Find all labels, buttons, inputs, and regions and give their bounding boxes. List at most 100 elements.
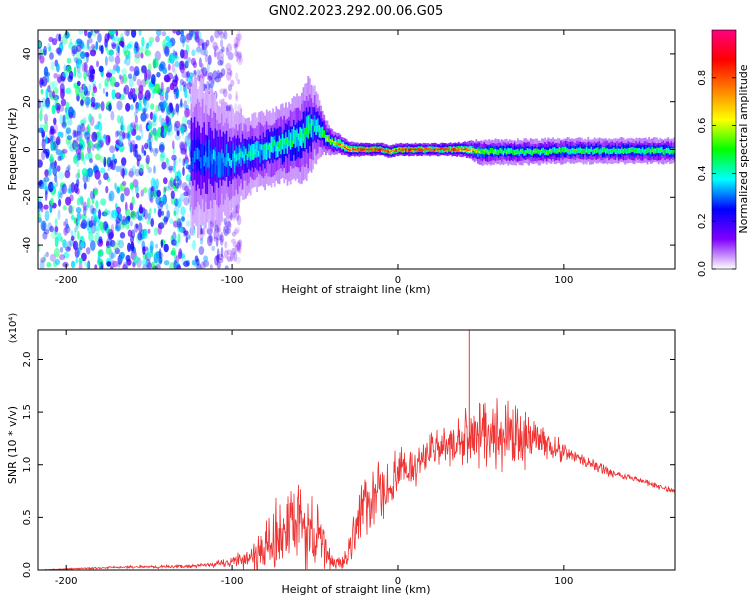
- spectrogram-cell: [125, 54, 129, 60]
- spectrogram-cell: [408, 149, 410, 150]
- spectrogram-cell: [165, 115, 170, 125]
- spectrogram-cell: [44, 103, 51, 109]
- spectrogram-cell: [158, 144, 165, 153]
- spectrogram-cell: [149, 245, 154, 254]
- spectrogram-cell: [137, 215, 143, 221]
- spectrogram-cell: [617, 150, 620, 153]
- colorbar-label: Normalized spectral amplitude: [737, 64, 750, 233]
- spectrogram-cell: [59, 246, 64, 253]
- spectrogram-cell: [57, 190, 61, 200]
- spectrogram-cell: [98, 209, 102, 220]
- spectrogram-cell: [637, 150, 639, 153]
- spectrogram-cell: [334, 141, 337, 143]
- spectrogram-cell: [393, 150, 396, 152]
- spectrogram-cell: [200, 261, 206, 269]
- spectrogram-cell: [143, 150, 147, 156]
- spectrogram-cell: [65, 101, 70, 110]
- spectrogram-cell: [130, 241, 135, 252]
- spectrogram-cell: [75, 44, 82, 53]
- spectrogram-cell: [136, 78, 142, 87]
- spectrogram-cell: [72, 139, 77, 151]
- spectrogram-cell: [297, 133, 300, 141]
- spectrogram-cell: [215, 237, 219, 247]
- spectrogram-cell: [212, 41, 218, 50]
- spectrogram-cell: [92, 86, 98, 94]
- spectrogram-cell: [381, 148, 383, 150]
- spectrogram-cell: [638, 149, 641, 152]
- spectrogram-cell: [88, 231, 94, 242]
- spectrogram-cell: [629, 147, 631, 154]
- spectrogram-cell: [496, 151, 498, 154]
- spectrogram-cell: [421, 149, 423, 151]
- spectrogram-cell: [214, 49, 217, 58]
- spectrogram-cell: [179, 125, 186, 132]
- spectrogram-cell: [58, 104, 65, 112]
- spectrogram-cell: [581, 148, 583, 154]
- spectrogram-cell: [297, 133, 300, 152]
- spectrogram-cell: [168, 167, 173, 174]
- spectrogram-cell: [299, 130, 302, 138]
- spectrogram-cell: [171, 239, 177, 246]
- spectrogram-cell: [51, 104, 56, 115]
- spectrogram-cell: [213, 45, 219, 52]
- spectrogram-cell: [227, 84, 233, 92]
- spectrogram-cell: [225, 144, 228, 168]
- spectrogram-cell: [76, 57, 82, 69]
- spectrogram-cell: [105, 56, 108, 66]
- spectrogram-cell: [172, 84, 179, 93]
- snr-y-scale-label: (x10⁴): [8, 313, 19, 344]
- spectrogram-cell: [73, 66, 77, 78]
- spectrogram-cell: [88, 83, 92, 93]
- spectrogram-cell: [235, 33, 242, 41]
- spectrogram-cell: [146, 42, 149, 50]
- spectrogram-cell: [192, 157, 194, 169]
- spectrogram-cell: [76, 247, 80, 257]
- spectrogram-cell: [136, 158, 140, 167]
- spectrogram-cell: [216, 234, 222, 241]
- spectrogram-cell: [78, 30, 83, 35]
- spectrogram-cell: [174, 133, 181, 141]
- spectrogram-cell: [232, 242, 238, 248]
- spectrogram-cell: [595, 148, 598, 151]
- spectrogram-cell: [80, 151, 85, 162]
- spectrogram-cell: [342, 143, 345, 148]
- spectrogram-cell: [451, 148, 454, 151]
- spectrogram-cell: [159, 153, 165, 162]
- spectrogram-cell: [213, 236, 217, 242]
- spectrogram-cell: [118, 74, 122, 80]
- spectrogram-cell: [141, 107, 148, 113]
- spectrogram-cell: [227, 153, 230, 162]
- spectrogram-x-tick-label: -100: [221, 275, 244, 286]
- spectrogram-cell: [159, 61, 166, 70]
- spectrogram-cell: [196, 263, 202, 269]
- spectrogram-cell: [132, 97, 136, 104]
- spectrogram-cell: [453, 148, 455, 151]
- spectrogram-cell: [83, 201, 87, 211]
- spectrogram-cell: [57, 209, 61, 221]
- spectrogram-cell: [70, 182, 75, 193]
- spectrogram-cell: [144, 49, 151, 57]
- spectrogram-cell: [472, 150, 474, 153]
- spectrogram-cell: [68, 183, 73, 195]
- spectrogram-cell: [183, 260, 190, 267]
- spectrogram-cell: [104, 78, 109, 87]
- spectrogram-cell: [236, 241, 241, 252]
- spectrogram-cell: [93, 30, 100, 34]
- spectrogram-cell: [152, 58, 159, 69]
- spectrogram-cell: [45, 88, 48, 100]
- spectrogram-cell: [122, 124, 125, 132]
- spectrogram-cell: [507, 147, 510, 154]
- spectrogram-cell: [654, 149, 657, 152]
- spectrogram-cell: [334, 140, 337, 146]
- spectrogram-cell: [116, 130, 121, 137]
- spectrogram-cell: [208, 221, 214, 231]
- spectrogram-cell: [57, 155, 62, 161]
- spectrogram-cell: [99, 262, 103, 269]
- spectrogram-cell: [105, 134, 111, 146]
- spectrogram-cell: [217, 72, 224, 79]
- spectrogram-cell: [153, 227, 158, 236]
- spectrogram-cell: [665, 148, 668, 151]
- spectrogram-cell: [124, 49, 130, 57]
- spectrogram-cell: [135, 211, 140, 220]
- spectrogram-cell: [110, 110, 115, 121]
